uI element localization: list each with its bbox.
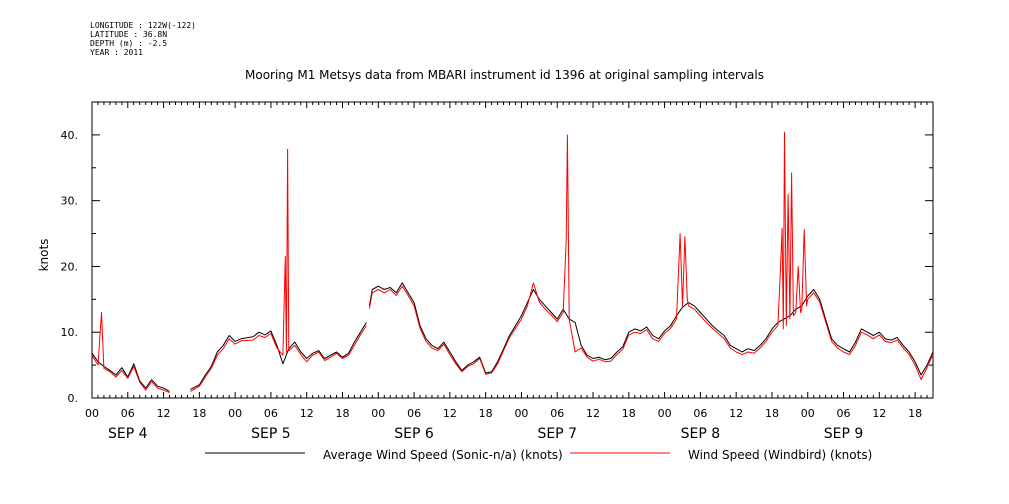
x-tick-label: 12	[443, 407, 457, 420]
x-tick-label: 12	[872, 407, 886, 420]
y-tick-label: 10.	[61, 326, 79, 339]
x-tick-label: 18	[765, 407, 779, 420]
x-tick-label: 18	[622, 407, 636, 420]
y-tick-label: 40.	[61, 129, 79, 142]
series-line-0	[91, 353, 170, 392]
y-axis-label: knots	[37, 239, 51, 272]
x-day-label: SEP 5	[251, 426, 291, 442]
x-day-label: SEP 8	[681, 426, 721, 442]
x-tick-label: 18	[479, 407, 493, 420]
x-tick-label: 18	[192, 407, 206, 420]
x-tick-label: 18	[336, 407, 350, 420]
x-day-label: SEP 9	[824, 426, 864, 442]
x-tick-label: 06	[121, 407, 135, 420]
latitude-label: LATITUDE : 36.8N	[90, 30, 168, 39]
series-line-1	[368, 131, 934, 381]
x-tick-label: 06	[693, 407, 707, 420]
x-day-label: SEP 6	[394, 426, 434, 442]
x-tick-label: 00	[801, 407, 815, 420]
axes: 00 06 12 18 00 06 12 18 00 06 12 18 00 06 12 18 00 06 12 18…	[61, 101, 934, 442]
y-tick-label: 0.	[68, 392, 79, 405]
x-tick-label: 00	[228, 407, 242, 420]
x-tick-label: 00	[85, 407, 99, 420]
x-tick-label: 06	[264, 407, 278, 420]
series-line-0	[190, 322, 367, 390]
legend: Average Wind Speed (Sonic-n/a) (knots) W…	[205, 448, 872, 462]
x-day-label: SEP 7	[537, 426, 577, 442]
metadata-block: LONGITUDE : 122W(-122) LATITUDE : 36.8N …	[90, 21, 196, 57]
y-tick-label: 20.	[61, 260, 79, 273]
legend-label-windbird: Wind Speed (Windbird) (knots)	[688, 448, 872, 462]
series-line-1	[91, 312, 170, 394]
x-tick-label: 00	[514, 407, 528, 420]
series-group	[91, 131, 934, 394]
longitude-label: LONGITUDE : 122W(-122)	[90, 21, 196, 30]
x-day-label: SEP 4	[108, 426, 148, 442]
x-tick-label: 06	[550, 407, 564, 420]
x-tick-label: 12	[300, 407, 314, 420]
x-tick-label: 18	[908, 407, 922, 420]
series-line-0	[368, 282, 934, 376]
depth-label: DEPTH (m) : -2.5	[90, 39, 168, 48]
x-tick-label: 00	[658, 407, 672, 420]
x-tick-label: 00	[371, 407, 385, 420]
x-tick-label: 12	[729, 407, 743, 420]
y-tick-label: 30.	[61, 195, 79, 208]
x-tick-label: 12	[586, 407, 600, 420]
plot-frame	[91, 101, 934, 399]
legend-label-average: Average Wind Speed (Sonic-n/a) (knots)	[323, 448, 563, 462]
series-line-1	[190, 148, 367, 392]
year-label: YEAR : 2011	[90, 48, 143, 57]
x-tick-label: 06	[407, 407, 421, 420]
x-tick-label: 12	[157, 407, 171, 420]
x-tick-label: 06	[837, 407, 851, 420]
chart-title: Mooring M1 Metsys data from MBARI instru…	[245, 68, 764, 82]
